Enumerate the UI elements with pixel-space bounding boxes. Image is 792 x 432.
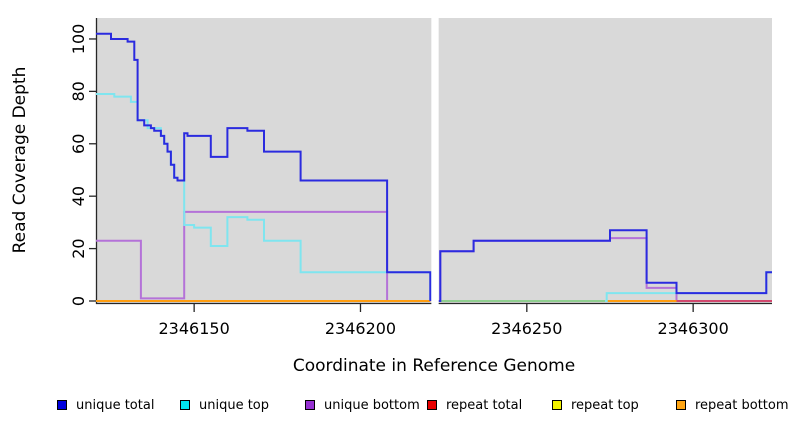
y-tick-label: 100 <box>69 24 88 55</box>
legend-swatch-icon <box>427 400 437 410</box>
y-tick-label: 0 <box>69 296 88 306</box>
legend-item-unique-bottom: unique bottom <box>305 396 420 414</box>
missing-data-gap <box>431 17 439 310</box>
legend-swatch-icon <box>552 400 562 410</box>
y-tick-label: 40 <box>69 186 88 206</box>
x-tick-label: 2346150 <box>159 319 230 338</box>
legend-item-repeat-total: repeat total <box>427 396 522 414</box>
legend-label: repeat top <box>571 397 639 413</box>
x-tick-label: 2346300 <box>658 319 729 338</box>
legend-swatch-icon <box>180 400 190 410</box>
legend-swatch-icon <box>57 400 67 410</box>
legend-label: unique total <box>76 397 155 413</box>
legend-item-unique-top: unique top <box>180 396 269 414</box>
legend-swatch-icon <box>305 400 315 410</box>
series-unique-total <box>96 32 432 301</box>
y-tick-label: 60 <box>69 134 88 154</box>
y-tick-label: 20 <box>69 238 88 258</box>
y-axis-title: Read Coverage Depth <box>10 67 30 254</box>
series-unique-total <box>438 229 772 302</box>
x-axis-title: Coordinate in Reference Genome <box>293 356 575 376</box>
legend: unique total unique top unique bottom repea… <box>0 396 792 420</box>
legend-label: unique top <box>199 397 270 413</box>
series-unique-bottom <box>96 210 431 302</box>
y-tick-label: 80 <box>69 81 88 101</box>
legend-item-repeat-bottom: repeat bottom <box>676 396 789 414</box>
legend-item-unique-total: unique total <box>57 396 154 414</box>
legend-label: repeat total <box>446 397 523 413</box>
x-tick-label: 2346250 <box>491 319 562 338</box>
legend-label: repeat bottom <box>695 397 789 413</box>
legend-swatch-icon <box>676 400 686 410</box>
x-tick-label: 2346200 <box>325 319 396 338</box>
legend-label: unique bottom <box>324 397 420 413</box>
legend-item-repeat-top: repeat top <box>552 396 639 414</box>
coverage-plot: 0 20 40 60 80 100 2346150 2346200 2346250 2346300… <box>10 17 772 376</box>
